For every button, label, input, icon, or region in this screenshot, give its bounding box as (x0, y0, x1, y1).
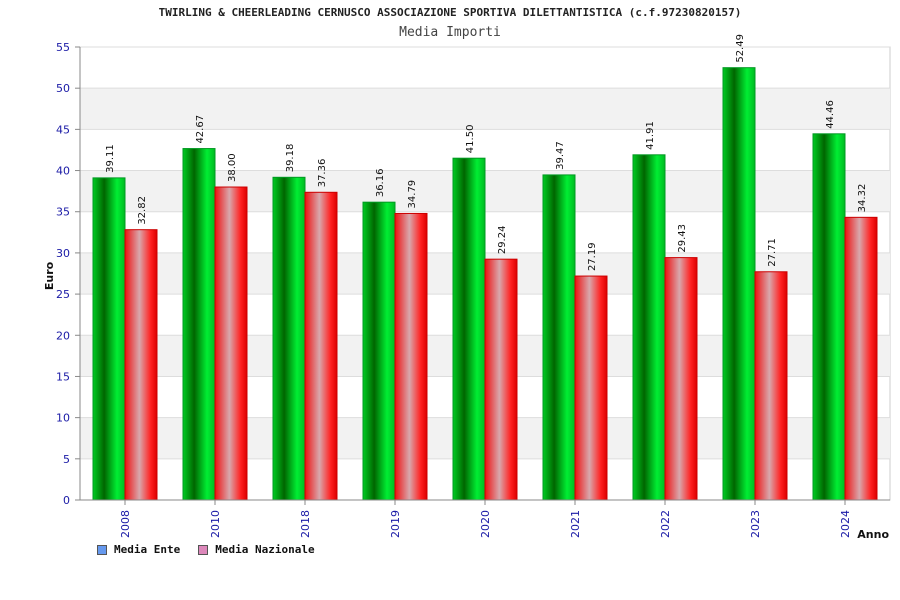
x-tick-label: 2023 (749, 510, 762, 538)
data-label: 29.43 (677, 224, 688, 253)
legend-swatch-media-ente (97, 544, 107, 555)
data-label: 27.19 (587, 242, 598, 271)
x-axis-label: Anno (857, 528, 889, 541)
y-axis: 0 5 10 15 20 25 30 35 40 45 50 55 (56, 41, 81, 507)
legend: Media Ente Media Nazionale (97, 543, 315, 556)
x-tick-label: 2021 (569, 510, 582, 538)
y-tick-label: 10 (56, 412, 70, 425)
y-tick-label: 20 (56, 329, 70, 342)
y-tick-label: 0 (63, 494, 70, 507)
bar-media-nazionale-2024 (844, 216, 878, 501)
bar-media-nazionale-2010 (214, 186, 248, 501)
data-label: 34.32 (857, 184, 868, 213)
y-axis-label: Euro (43, 261, 56, 290)
x-tick-label: 2024 (839, 510, 852, 538)
chart-title: TWIRLING & CHEERLEADING CERNUSCO ASSOCIA… (158, 6, 742, 19)
legend-label-media-nazionale: Media Nazionale (215, 543, 315, 556)
y-tick-label: 15 (56, 370, 70, 383)
legend-swatch-media-nazionale (198, 544, 209, 555)
bar-media-ente-2008 (92, 177, 126, 501)
data-label: 44.46 (825, 100, 836, 129)
data-label: 42.67 (195, 115, 206, 144)
data-label: 37.36 (317, 159, 328, 188)
y-tick-label: 55 (56, 41, 70, 54)
bar-media-nazionale-2021 (574, 275, 608, 501)
bar-media-ente-2010 (182, 148, 216, 501)
bar-media-ente-2020 (452, 157, 486, 501)
bar-media-ente-2022 (632, 154, 666, 501)
legend-item-media-nazionale: Media Nazionale (198, 543, 315, 556)
data-label: 29.24 (497, 226, 508, 255)
bar-media-ente-2023 (722, 67, 756, 501)
data-label: 32.82 (137, 196, 148, 225)
y-tick-label: 40 (56, 165, 70, 178)
data-label: 39.11 (105, 144, 116, 173)
bar-media-ente-2018 (272, 176, 306, 501)
bar-media-nazionale-2022 (664, 257, 698, 501)
chart-subtitle: Media Importi (399, 25, 501, 40)
x-tick-label: 2010 (209, 510, 222, 538)
data-label: 41.91 (645, 121, 656, 150)
legend-item-media-ente: Media Ente (97, 543, 180, 556)
data-label: 52.49 (735, 34, 746, 63)
x-tick-label: 2022 (659, 510, 672, 538)
bar-media-ente-2019 (362, 201, 396, 501)
data-label: 41.50 (465, 125, 476, 154)
bar-media-nazionale-2023 (754, 271, 788, 501)
bar-media-nazionale-2008 (124, 229, 158, 501)
y-tick-label: 50 (56, 82, 70, 95)
x-tick-label: 2008 (119, 510, 132, 538)
bar-media-ente-2024 (812, 133, 846, 501)
data-label: 27.71 (767, 238, 778, 267)
bar-media-nazionale-2019 (394, 212, 428, 501)
y-tick-label: 5 (63, 453, 70, 466)
data-label: 36.16 (375, 169, 386, 198)
x-tick-label: 2019 (389, 510, 402, 538)
data-label: 39.47 (555, 141, 566, 170)
x-tick-label: 2020 (479, 510, 492, 538)
y-tick-label: 35 (56, 206, 70, 219)
y-tick-label: 45 (56, 123, 70, 136)
bar-media-nazionale-2020 (484, 258, 518, 501)
y-tick-label: 30 (56, 247, 70, 260)
legend-label-media-ente: Media Ente (114, 543, 181, 556)
data-label: 38.00 (227, 153, 238, 182)
data-label: 39.18 (285, 144, 296, 173)
x-axis: 2008 2010 2018 2019 2020 2021 2022 2023 2024 (80, 499, 890, 538)
bar-media-ente-2021 (542, 174, 576, 501)
bar-media-nazionale-2018 (304, 191, 338, 501)
data-label: 34.79 (407, 180, 418, 209)
y-tick-label: 25 (56, 288, 70, 301)
bars: 39.11 32.82 42.67 38.00 39.18 37.36 36.16 34.79… (92, 34, 878, 501)
x-tick-label: 2018 (299, 510, 312, 538)
